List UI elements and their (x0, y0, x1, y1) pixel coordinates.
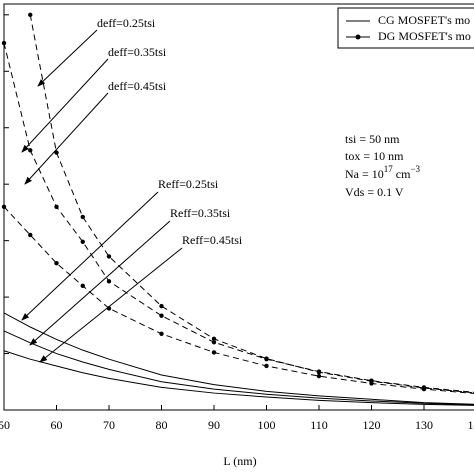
point (211, 336, 217, 342)
legend: CG MOSFET's mo DG MOSFET's mo (337, 7, 474, 49)
annotation: Reff=0.25tsi (158, 177, 219, 191)
arrow (37, 29, 98, 87)
series-line (3, 350, 474, 406)
x-tick-label: 90 (208, 418, 220, 432)
point (264, 363, 269, 369)
annotation: deff=0.25tsi (97, 16, 156, 30)
point (54, 150, 59, 155)
point (159, 331, 164, 336)
series-line (3, 330, 474, 406)
x-tick-label: 80 (156, 418, 168, 432)
point (369, 381, 374, 386)
legend-label: CG MOSFET's mo (378, 13, 470, 27)
x-tick-label: 120 (363, 418, 381, 432)
point (28, 12, 33, 18)
point (28, 232, 33, 238)
legend-box (337, 7, 474, 49)
x-tick-label: 70 (103, 418, 115, 432)
parameters: tsi = 50 nm tox = 10 nm Na = 1017 cm−3 Vd… (345, 132, 421, 199)
x-tick-label: 130 (415, 418, 433, 432)
plot-frame (3, 3, 474, 411)
annotation: Reff=0.45tsi (182, 233, 243, 247)
point (159, 313, 164, 318)
parameter: Na = 1017 cm−3 (345, 164, 421, 181)
point (1, 204, 7, 209)
point (54, 261, 59, 266)
parameter-part: Na = 10 (345, 167, 384, 181)
legend-marker (355, 34, 361, 40)
legend-label: DG MOSFET's mo (378, 29, 471, 43)
point (211, 340, 217, 345)
point (316, 373, 322, 379)
arrow (21, 58, 109, 153)
annotation: Reff=0.35tsi (170, 206, 231, 220)
parameter-part: 17 (384, 164, 394, 174)
point (159, 303, 164, 309)
parameter: Vds = 0.1 V (345, 185, 404, 199)
point (80, 214, 85, 220)
point (264, 356, 269, 362)
point (80, 239, 85, 244)
arrow (39, 247, 183, 363)
arrow (29, 220, 171, 346)
series-line (3, 42, 474, 393)
x-tick-label: 60 (51, 418, 63, 432)
x-tick-label: 140 (468, 418, 474, 432)
point (80, 283, 85, 289)
point (316, 369, 322, 374)
x-tick-label: 50 (0, 418, 10, 432)
point (106, 279, 112, 284)
point (1, 40, 7, 46)
point (106, 254, 112, 259)
arrow (21, 191, 159, 321)
x-axis-label: L (nm) (223, 454, 256, 468)
series-line (3, 312, 474, 405)
point (211, 350, 217, 355)
annotation: deff=0.35tsi (108, 45, 167, 59)
plot-area: 50607080901001101201301401234567 (0, 12, 474, 432)
parameter-part: cm (396, 167, 411, 181)
x-tick-label: 110 (310, 418, 328, 432)
point (28, 148, 33, 153)
point (421, 386, 427, 392)
series-line (3, 206, 474, 394)
parameter-part: −3 (410, 164, 420, 174)
parameter: tsi = 50 nm (345, 132, 400, 146)
x-tick-label: 100 (258, 418, 276, 432)
annotations: deff=0.25tsi deff=0.35tsi deff=0.45tsi R… (21, 16, 243, 363)
parameter: tox = 10 nm (345, 149, 404, 163)
arrow (24, 92, 109, 185)
annotation: deff=0.45tsi (108, 79, 167, 93)
point (54, 204, 59, 209)
